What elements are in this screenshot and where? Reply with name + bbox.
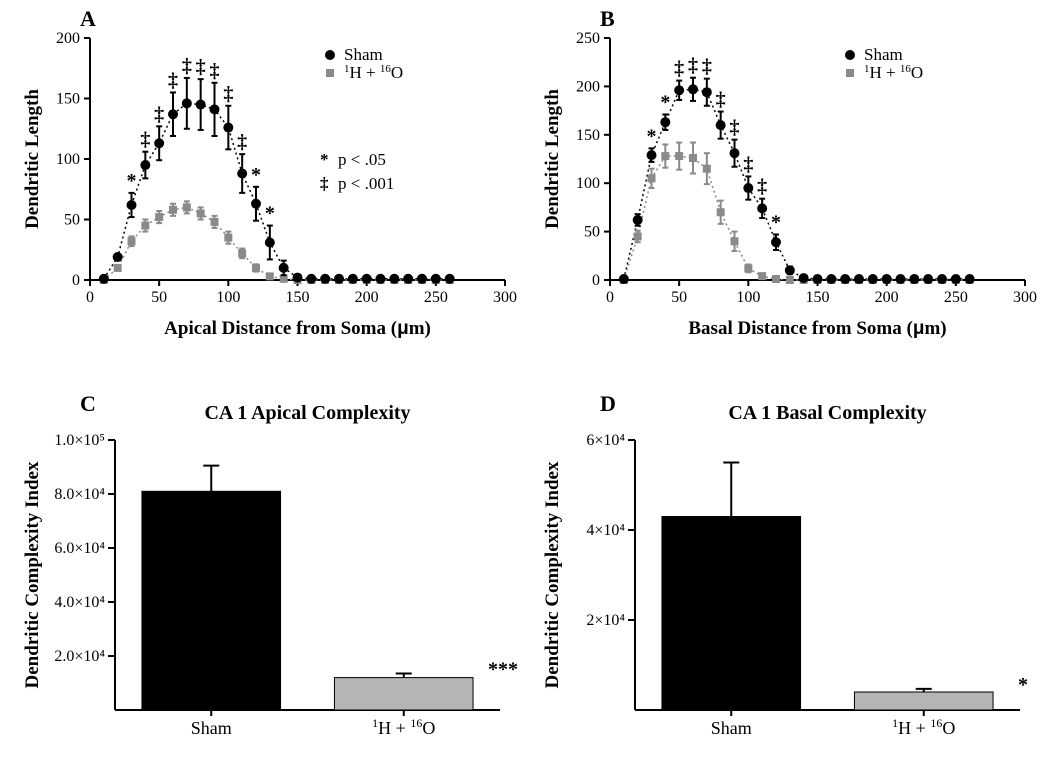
svg-text:CA 1 Apical Complexity: CA 1 Apical Complexity <box>204 402 410 424</box>
svg-text:*: * <box>265 203 275 225</box>
svg-text:50: 50 <box>151 289 167 306</box>
svg-text:*: * <box>251 164 261 186</box>
panel-c: C CA 1 Apical Complexity2.0×10⁴4.0×10⁴6.… <box>20 395 520 765</box>
svg-text:‡: ‡ <box>743 153 753 175</box>
svg-text:*: * <box>660 91 670 113</box>
svg-text:50: 50 <box>64 212 80 229</box>
svg-text:1.0×10⁵: 1.0×10⁵ <box>54 432 105 449</box>
svg-text:*: * <box>647 125 657 147</box>
svg-text:Sham: Sham <box>864 45 903 64</box>
svg-text:Apical Distance from Soma (μm): Apical Distance from Soma (μm) <box>164 318 431 339</box>
panel-b-svg: 0 50 100 150 200 250 300 0 50 100 150 200 250 Basal D… <box>540 10 1040 340</box>
svg-text:‡: ‡ <box>210 60 220 82</box>
svg-text:100: 100 <box>56 151 80 168</box>
panel-c-label: C <box>80 391 96 417</box>
svg-text:‡: ‡ <box>320 174 329 193</box>
svg-text:300: 300 <box>1013 289 1037 306</box>
svg-text:0: 0 <box>72 272 80 289</box>
svg-text:‡: ‡ <box>196 56 206 78</box>
svg-text:*: * <box>771 212 781 234</box>
svg-text:1H + 16O: 1H + 16O <box>892 716 955 738</box>
svg-text:p < .05: p < .05 <box>338 150 386 169</box>
svg-text:100: 100 <box>216 289 240 306</box>
svg-text:250: 250 <box>576 30 600 47</box>
svg-text:200: 200 <box>56 30 80 47</box>
svg-text:CA 1 Basal Complexity: CA 1 Basal Complexity <box>728 402 926 424</box>
panel-c-svg: CA 1 Apical Complexity 2.0×10⁴ 4.0×10⁴ 6.0×… <box>20 395 520 765</box>
svg-text:‡: ‡ <box>140 129 150 151</box>
svg-text:‡: ‡ <box>223 83 233 105</box>
svg-text:‡: ‡ <box>730 117 740 139</box>
svg-text:Dendritic Complexity Index: Dendritic Complexity Index <box>542 461 563 688</box>
svg-text:2×10⁴: 2×10⁴ <box>586 612 625 629</box>
svg-text:‡: ‡ <box>182 55 192 77</box>
panel-b: B 050100150200250300050100150200250Basal… <box>540 10 1040 340</box>
svg-text:1H + 16O: 1H + 16O <box>864 63 923 82</box>
svg-text:4×10⁴: 4×10⁴ <box>586 522 625 539</box>
svg-text:200: 200 <box>875 289 899 306</box>
svg-text:‡: ‡ <box>237 131 247 153</box>
svg-text:p < .001: p < .001 <box>338 174 394 193</box>
svg-text:*: * <box>1018 674 1028 696</box>
svg-text:‡: ‡ <box>154 103 164 125</box>
svg-text:6.0×10⁴: 6.0×10⁴ <box>54 540 105 557</box>
svg-text:‡: ‡ <box>168 69 178 91</box>
svg-text:250: 250 <box>424 289 448 306</box>
svg-text:200: 200 <box>576 78 600 95</box>
svg-text:150: 150 <box>806 289 830 306</box>
svg-text:300: 300 <box>493 289 517 306</box>
svg-text:0: 0 <box>606 289 614 306</box>
svg-text:*: * <box>320 150 329 169</box>
svg-text:8.0×10⁴: 8.0×10⁴ <box>54 486 105 503</box>
panel-a-svg: 0 50 100 150 200 250 300 0 50 100 150 200 Apical Dis… <box>20 10 520 340</box>
svg-text:0: 0 <box>592 272 600 289</box>
panel-a-label: A <box>80 6 96 32</box>
svg-text:Sham: Sham <box>344 45 383 64</box>
svg-text:‡: ‡ <box>674 58 684 80</box>
svg-text:200: 200 <box>355 289 379 306</box>
svg-text:150: 150 <box>576 127 600 144</box>
svg-text:‡: ‡ <box>688 55 698 77</box>
panel-b-label: B <box>600 6 615 32</box>
svg-text:1H + 16O: 1H + 16O <box>344 63 403 82</box>
svg-text:1H + 16O: 1H + 16O <box>372 716 435 738</box>
svg-text:‡: ‡ <box>716 89 726 111</box>
panel-a: A 050100150200250300050100150200Apical D… <box>20 10 520 340</box>
panel-d-svg: CA 1 Basal Complexity 2×10⁴ 4×10⁴ 6×10⁴ Dend… <box>540 395 1040 765</box>
svg-text:50: 50 <box>584 224 600 241</box>
svg-text:250: 250 <box>944 289 968 306</box>
svg-text:‡: ‡ <box>757 176 767 198</box>
panel-d-label: D <box>600 391 616 417</box>
svg-text:Basal Distance from Soma (μm): Basal Distance from Soma (μm) <box>688 318 946 339</box>
svg-text:Sham: Sham <box>191 718 232 738</box>
svg-text:Dendritic Length: Dendritic Length <box>22 89 43 229</box>
svg-text:150: 150 <box>286 289 310 306</box>
svg-text:4.0×10⁴: 4.0×10⁴ <box>54 594 105 611</box>
svg-text:0: 0 <box>86 289 94 306</box>
panel-d: D CA 1 Basal Complexity2×10⁴4×10⁴6×10⁴De… <box>540 395 1040 765</box>
svg-text:50: 50 <box>671 289 687 306</box>
svg-text:6×10⁴: 6×10⁴ <box>586 432 625 449</box>
svg-text:Dendritic Length: Dendritic Length <box>542 89 563 229</box>
svg-text:*: * <box>127 170 137 192</box>
svg-text:Sham: Sham <box>711 718 752 738</box>
svg-text:100: 100 <box>576 175 600 192</box>
svg-text:2.0×10⁴: 2.0×10⁴ <box>54 648 105 665</box>
svg-text:‡: ‡ <box>702 56 712 78</box>
svg-text:150: 150 <box>56 91 80 108</box>
svg-text:Dendritic Complexity Index: Dendritic Complexity Index <box>22 461 43 688</box>
svg-text:100: 100 <box>736 289 760 306</box>
svg-text:***: *** <box>488 659 518 681</box>
